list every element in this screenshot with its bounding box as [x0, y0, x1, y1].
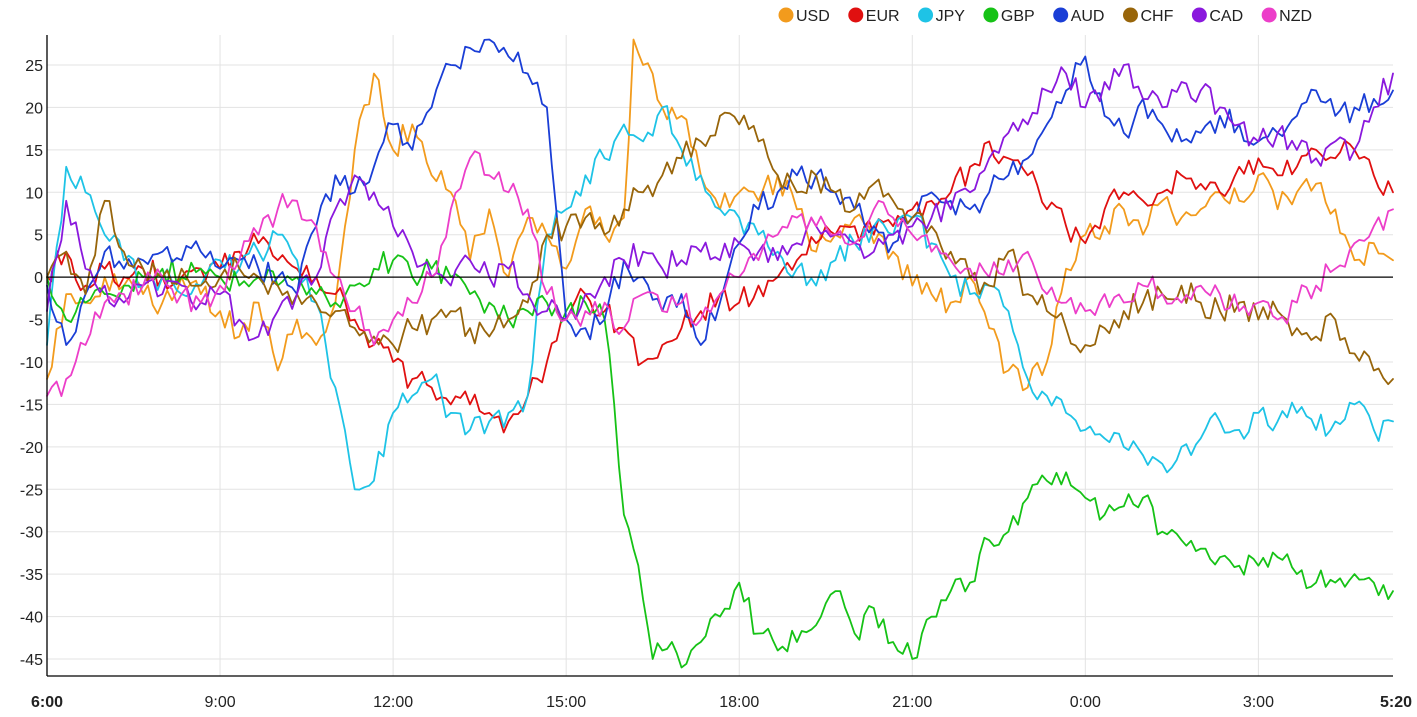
- legend-label: AUD: [1071, 8, 1105, 25]
- y-tick-label: -25: [20, 482, 43, 499]
- legend-label: CAD: [1209, 8, 1243, 25]
- series-line-cad: [46, 63, 1394, 342]
- x-tick-label: 12:00: [373, 694, 413, 711]
- legend-item-nzd[interactable]: NZD: [1261, 7, 1312, 26]
- legend-swatch: [1261, 7, 1277, 23]
- legend-item-cad[interactable]: CAD: [1191, 7, 1243, 26]
- legend: USD EUR JPY GBP AUD CHF CAD NZD: [778, 7, 1312, 26]
- y-tick-label: -15: [20, 397, 43, 414]
- legend-label: CHF: [1140, 8, 1173, 25]
- x-tick-label: 3:00: [1243, 694, 1274, 711]
- legend-label: JPY: [936, 8, 966, 25]
- legend-swatch: [1053, 7, 1069, 23]
- x-tick-label: 6:00: [31, 694, 63, 711]
- y-tick-label: 15: [25, 143, 43, 160]
- x-tick-labels: 6:00 9:00 12:00 15:00 18:00 21:00 0:00 3:00 5:20: [31, 694, 1412, 711]
- legend-label: EUR: [866, 8, 900, 25]
- legend-label: NZD: [1279, 8, 1312, 25]
- x-tick-label: 9:00: [204, 694, 235, 711]
- grid: [47, 35, 1393, 676]
- series-line-nzd: [46, 150, 1394, 397]
- legend-swatch: [778, 7, 794, 23]
- y-tick-label: -45: [20, 652, 43, 669]
- legend-swatch: [1122, 7, 1138, 23]
- axes: [46, 35, 1393, 677]
- y-tick-label: 0: [34, 270, 43, 287]
- legend-item-usd[interactable]: USD: [778, 7, 830, 26]
- y-tick-label: -35: [20, 567, 43, 584]
- legend-label: USD: [796, 8, 830, 25]
- y-tick-label: 10: [25, 185, 43, 202]
- y-tick-label: -20: [20, 440, 43, 457]
- x-tick-label: 0:00: [1070, 694, 1101, 711]
- y-tick-label: 25: [25, 58, 43, 75]
- y-tick-label: -5: [29, 313, 43, 330]
- x-tick-label: 21:00: [892, 694, 932, 711]
- x-tick-label: 5:20: [1380, 694, 1412, 711]
- legend-item-gbp[interactable]: GBP: [983, 7, 1035, 26]
- series-line-chf: [46, 111, 1394, 386]
- legend-item-aud[interactable]: AUD: [1053, 7, 1105, 26]
- y-tick-label: -30: [20, 525, 43, 542]
- legend-swatch: [918, 7, 934, 23]
- legend-item-eur[interactable]: EUR: [848, 7, 900, 26]
- legend-swatch: [848, 7, 864, 23]
- series-line-jpy: [46, 105, 1394, 491]
- x-tick-label: 18:00: [719, 694, 759, 711]
- series-lines: [46, 38, 1394, 669]
- legend-label: GBP: [1001, 8, 1035, 25]
- legend-swatch: [1191, 7, 1207, 23]
- y-tick-labels: 25 20 15 10 5 0 -5 -10 -15 -20 -25 -30 -35 -40 -45: [20, 58, 43, 669]
- legend-swatch: [983, 7, 999, 23]
- series-line-gbp: [46, 251, 1394, 669]
- y-tick-label: 20: [25, 100, 43, 117]
- y-tick-label: -10: [20, 355, 43, 372]
- y-tick-label: 5: [34, 228, 43, 245]
- legend-item-jpy[interactable]: JPY: [918, 7, 966, 26]
- legend-item-chf[interactable]: CHF: [1122, 7, 1174, 26]
- x-tick-label: 15:00: [546, 694, 586, 711]
- y-tick-label: -40: [20, 610, 43, 627]
